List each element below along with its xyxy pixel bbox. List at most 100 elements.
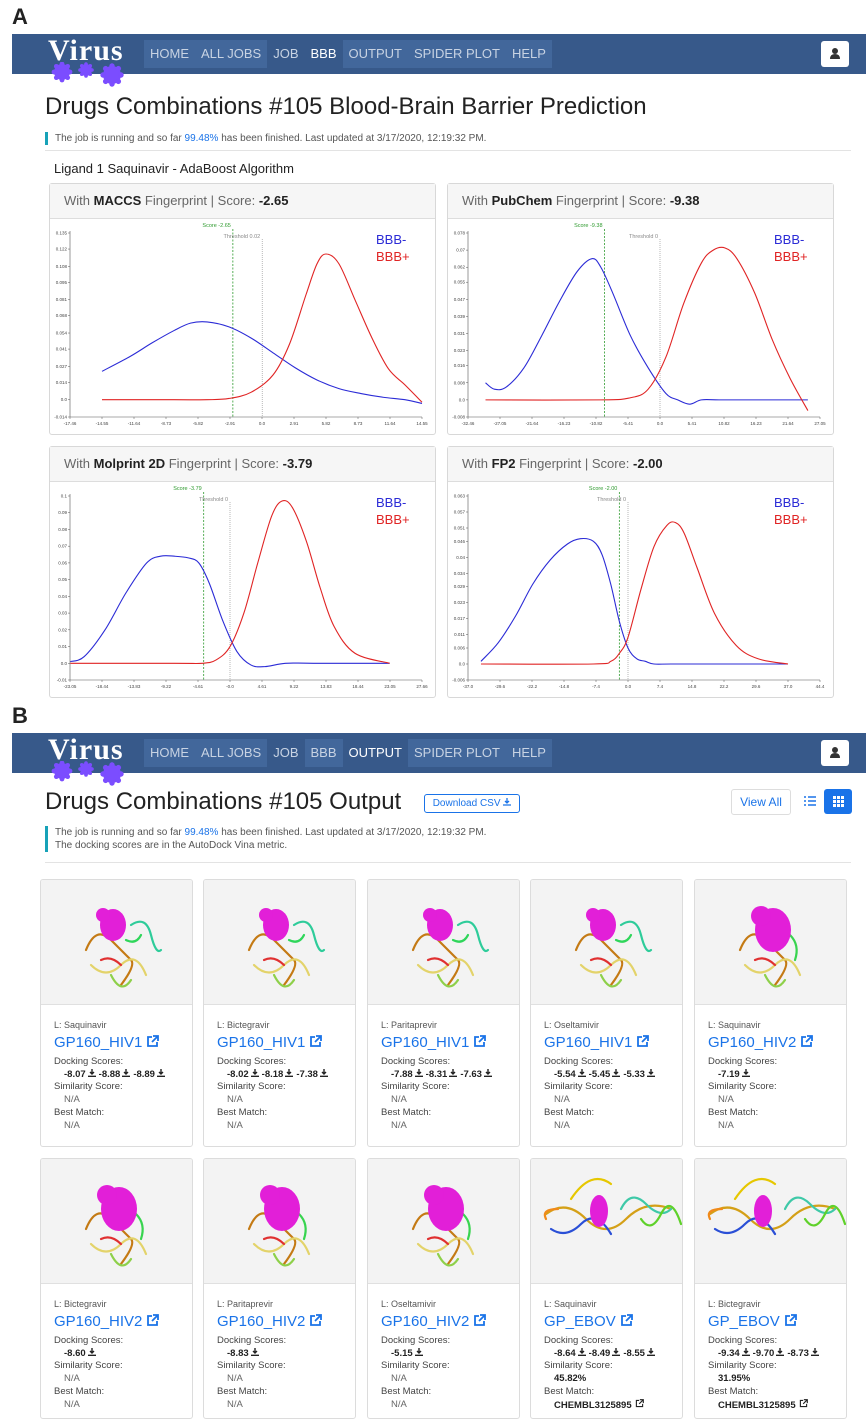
- surface-blob: [97, 1185, 117, 1205]
- y-tick-label: 0.029: [454, 584, 466, 589]
- ribbon: [264, 958, 284, 965]
- user-button[interactable]: [821, 740, 849, 766]
- card-body: L: SaquinavirGP160_HIV1Docking Scores:-8…: [41, 1005, 192, 1133]
- target-link[interactable]: GP160_HIV2: [54, 1312, 192, 1332]
- x-tick-label: 5.82: [322, 421, 331, 426]
- header-text: With: [462, 456, 492, 471]
- x-tick-label: -29.6: [495, 684, 506, 689]
- view-all-button[interactable]: View All: [731, 789, 791, 815]
- x-tick-label: -8.73: [161, 421, 172, 426]
- target-link[interactable]: GP160_HIV1: [54, 1033, 192, 1053]
- x-tick-label: -16.23: [558, 421, 571, 426]
- blob-spike: [54, 75, 59, 80]
- icon-stroke: [638, 1036, 648, 1046]
- list-view-button[interactable]: [803, 794, 817, 808]
- best-match-name: N/A: [227, 1399, 243, 1410]
- ribbon: [428, 958, 448, 965]
- structure-render: [531, 880, 682, 1004]
- blob-spike: [84, 62, 88, 66]
- similarity-label: Similarity Score:: [708, 1081, 846, 1094]
- nav-item[interactable]: JOB: [267, 739, 304, 767]
- y-tick-label: 0.06: [58, 560, 67, 565]
- similarity-value: N/A: [381, 1094, 519, 1107]
- target-link[interactable]: GP160_HIV1: [381, 1033, 519, 1053]
- nav-item[interactable]: ALL JOBS: [195, 40, 267, 68]
- threshold-annotation: Threshold 0: [597, 497, 626, 503]
- y-tick-label: 0.0: [61, 661, 68, 666]
- score-annotation: Score -9.38: [574, 223, 602, 229]
- target-link[interactable]: GP160_HIV2: [708, 1033, 846, 1053]
- blob-spike: [65, 75, 70, 80]
- nav-item[interactable]: HELP: [506, 40, 552, 68]
- y-tick-label: 0.01: [58, 644, 67, 649]
- blob-spike: [88, 72, 92, 76]
- icon-stroke: [612, 1069, 620, 1076]
- target-link[interactable]: GP160_HIV1: [217, 1033, 355, 1053]
- structure-render: [368, 880, 519, 1004]
- download-icon: [503, 798, 511, 806]
- ligand-name: L: Paritaprevir: [381, 1019, 519, 1032]
- y-tick-label: 0.017: [454, 616, 466, 621]
- panel-label: B: [12, 703, 28, 729]
- ribbon: [131, 922, 161, 951]
- chart: -0.010.00.010.020.030.040.050.060.070.08…: [50, 482, 435, 697]
- blob-spike: [84, 773, 88, 777]
- ribbon: [641, 1206, 681, 1225]
- y-tick-label: -0.014: [54, 415, 67, 420]
- chart-header: With MACCS Fingerprint | Score: -2.65: [50, 184, 435, 219]
- nav-item[interactable]: SPIDER PLOT: [408, 739, 506, 767]
- download-csv-button[interactable]: Download CSV: [424, 794, 520, 813]
- y-tick-label: 0.0: [61, 397, 68, 402]
- blob-spike: [109, 81, 114, 86]
- external-link-icon: [473, 1035, 486, 1048]
- best-match-value: N/A: [381, 1120, 519, 1133]
- y-tick-label: 0.122: [56, 247, 68, 252]
- icon-stroke: [475, 1315, 485, 1325]
- result-card: L: BictegravirGP_EBOVDocking Scores:-9.3…: [694, 1158, 847, 1419]
- nav-item[interactable]: OUTPUT: [343, 40, 408, 68]
- nav-item[interactable]: JOB: [267, 40, 304, 68]
- y-tick-label: 0.063: [454, 494, 466, 499]
- user-button[interactable]: [821, 41, 849, 67]
- y-tick-label: 0.068: [56, 313, 68, 318]
- grid-view-button[interactable]: [824, 789, 852, 814]
- result-card: L: OseltamivirGP160_HIV1Docking Scores:-…: [530, 879, 683, 1147]
- docking-score: -8.89: [133, 1069, 155, 1080]
- y-tick-label: 0.09: [58, 510, 67, 515]
- surface-blob: [754, 1195, 772, 1227]
- nav-item[interactable]: OUTPUT: [343, 739, 408, 767]
- logo-blob: [100, 762, 123, 785]
- x-tick-label: 11.64: [385, 421, 396, 426]
- external-link-icon: [635, 1399, 644, 1408]
- nav-item[interactable]: SPIDER PLOT: [408, 40, 506, 68]
- icon-stroke: [449, 1069, 457, 1076]
- best-match-name: N/A: [227, 1120, 243, 1131]
- blob-spike: [88, 64, 92, 68]
- target-link[interactable]: GP_EBOV: [544, 1312, 682, 1332]
- nav-item[interactable]: HELP: [506, 739, 552, 767]
- blob-spike: [90, 767, 94, 771]
- download-icon: [742, 1069, 750, 1077]
- y-tick-label: 0.081: [56, 297, 68, 302]
- y-tick-label: 0.008: [454, 380, 466, 385]
- y-tick-label: -0.01: [57, 678, 68, 683]
- icon-stroke: [157, 1069, 165, 1076]
- target-link[interactable]: GP160_HIV2: [381, 1312, 519, 1332]
- x-tick-label: -7.4: [592, 684, 600, 689]
- x-tick-label: 23.05: [384, 684, 396, 689]
- nav-item[interactable]: HOME: [144, 739, 195, 767]
- target-link[interactable]: GP160_HIV1: [544, 1033, 682, 1053]
- y-tick-label: 0.011: [454, 632, 465, 637]
- target-link[interactable]: GP160_HIV2: [217, 1312, 355, 1332]
- nav-item[interactable]: HOME: [144, 40, 195, 68]
- structure-render: [41, 1159, 192, 1283]
- nav-item[interactable]: BBB: [305, 739, 343, 767]
- header-text: With: [64, 456, 94, 471]
- nav-item[interactable]: ALL JOBS: [195, 739, 267, 767]
- target-link[interactable]: GP_EBOV: [708, 1312, 846, 1332]
- surface-blob: [423, 908, 437, 922]
- x-tick-label: -0.0: [226, 684, 234, 689]
- logo-blobs: [50, 62, 130, 92]
- nav-item[interactable]: BBB: [305, 40, 343, 68]
- y-tick-label: 0.108: [56, 264, 68, 269]
